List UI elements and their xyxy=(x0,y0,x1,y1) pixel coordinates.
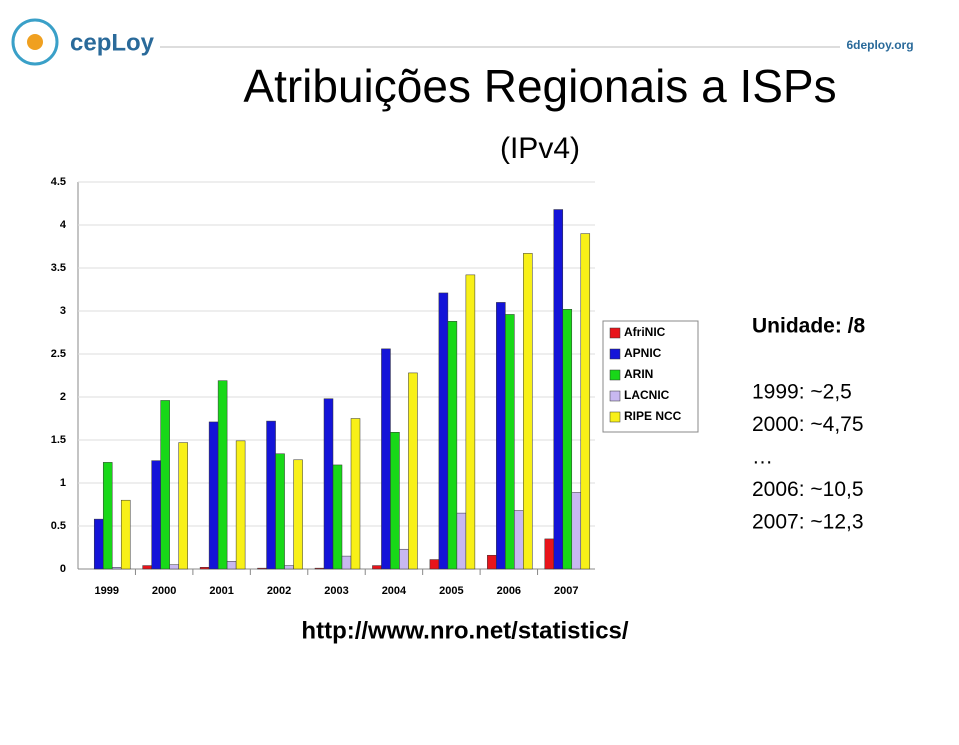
bar xyxy=(208,421,219,570)
chart-subtitle: (IPv4) xyxy=(500,132,580,165)
bar xyxy=(553,209,564,570)
logo: cepLoy xyxy=(11,18,155,66)
legend-label: APNIC xyxy=(624,346,662,360)
x-tick-label: 1999 xyxy=(94,585,118,597)
bar xyxy=(142,565,152,570)
bar xyxy=(381,348,391,570)
bar xyxy=(580,233,591,570)
bar xyxy=(514,510,524,570)
legend-label: ARIN xyxy=(624,367,653,381)
y-tick-label: 0 xyxy=(60,563,66,575)
legend-swatch xyxy=(609,348,621,360)
bar xyxy=(571,492,582,570)
bar xyxy=(120,499,131,570)
y-tick-label: 0.5 xyxy=(51,520,66,532)
y-tick-label: 3 xyxy=(60,305,66,317)
legend-swatch xyxy=(609,390,621,402)
x-tick-label: 2001 xyxy=(209,585,233,597)
note-line: … xyxy=(752,446,773,469)
bar xyxy=(217,380,228,570)
x-tick-label: 2005 xyxy=(439,585,463,597)
bar xyxy=(390,432,400,570)
bar xyxy=(235,440,246,570)
legend-label: RIPE NCC xyxy=(624,409,682,423)
x-tick-label: 2006 xyxy=(497,585,521,597)
source: http://www.nro.net/statistics/ xyxy=(301,617,628,644)
bar xyxy=(293,459,303,570)
bar xyxy=(562,309,573,570)
bar xyxy=(332,464,343,570)
bar xyxy=(496,302,506,570)
bar xyxy=(226,561,237,570)
note-line: 2000: ~4,75 xyxy=(752,413,864,436)
bar xyxy=(372,565,382,570)
y-tick-label: 4 xyxy=(60,219,67,231)
bar xyxy=(266,420,276,570)
y-tick-label: 1 xyxy=(60,477,66,489)
chart-title: Atribuições Regionais a ISPs xyxy=(243,60,836,112)
legend-swatch xyxy=(609,327,621,339)
bar xyxy=(465,274,476,570)
bar xyxy=(111,567,122,570)
x-tick-label: 2003 xyxy=(324,585,348,597)
y-tick-label: 1.5 xyxy=(51,434,66,446)
bar xyxy=(544,538,555,570)
bar xyxy=(275,453,285,570)
legend-label: LACNIC xyxy=(624,388,670,402)
bar xyxy=(151,460,161,570)
y-tick-label: 2.5 xyxy=(51,348,66,360)
bar xyxy=(314,567,325,570)
note-line: 2006: ~10,5 xyxy=(752,478,864,501)
bar xyxy=(408,372,418,570)
bar xyxy=(178,442,188,570)
x-tick-label: 2004 xyxy=(382,585,407,597)
bar xyxy=(93,518,104,570)
bar xyxy=(429,559,440,570)
bar xyxy=(523,253,533,570)
note-line: 1999: ~2,5 xyxy=(752,381,852,404)
legend-swatch xyxy=(609,369,621,381)
legend-swatch xyxy=(609,411,621,423)
legend-label: AfriNIC xyxy=(624,325,666,339)
bar xyxy=(341,555,352,570)
bar xyxy=(399,548,409,570)
x-tick-label: 2000 xyxy=(152,585,176,597)
x-tick-label: 2007 xyxy=(554,585,578,597)
bar xyxy=(505,314,515,570)
note-unit: Unidade: /8 xyxy=(752,315,866,338)
bar xyxy=(169,564,179,570)
bar xyxy=(456,512,467,570)
site: 6deploy.org xyxy=(846,38,913,52)
bar xyxy=(160,400,170,570)
bar xyxy=(350,418,361,570)
bar xyxy=(323,398,334,570)
note-line: 2007: ~12,3 xyxy=(752,511,864,534)
x-tick-label: 2002 xyxy=(267,585,291,597)
svg-text:cepLoy: cepLoy xyxy=(70,29,155,56)
bar xyxy=(102,462,113,570)
bar xyxy=(447,321,458,570)
y-tick-label: 3.5 xyxy=(51,262,66,274)
bar xyxy=(438,292,449,570)
bar xyxy=(257,567,267,570)
bar xyxy=(487,554,497,570)
bar xyxy=(199,567,210,570)
y-tick-label: 2 xyxy=(60,391,66,403)
y-tick-label: 4.5 xyxy=(51,176,66,188)
bar xyxy=(284,565,294,570)
